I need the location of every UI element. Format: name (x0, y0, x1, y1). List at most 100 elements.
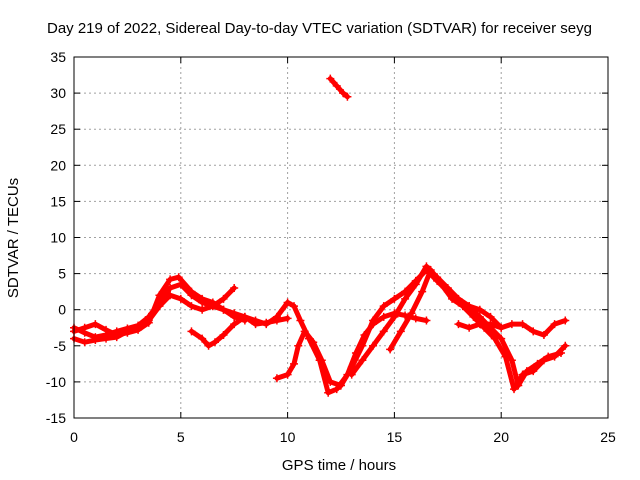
data-point (300, 327, 309, 336)
data-point (529, 367, 538, 376)
data-point (358, 341, 367, 350)
data-point (102, 325, 111, 334)
y-axis-label: SDTVAR / TECUs (5, 178, 22, 298)
data-point (208, 298, 217, 307)
y-tick-label: 5 (58, 266, 66, 282)
y-tick-label: 25 (50, 121, 66, 137)
data-point (251, 316, 260, 325)
data-point (166, 284, 175, 293)
data-point (426, 265, 435, 274)
data-point (290, 359, 299, 368)
data-point (317, 356, 326, 365)
data-point (465, 323, 474, 332)
data-point (539, 356, 548, 365)
data-point (448, 294, 457, 303)
data-point (369, 316, 378, 325)
data-point (347, 370, 356, 379)
data-point (80, 338, 89, 347)
x-tick-label: 20 (493, 429, 509, 445)
data-point (187, 327, 196, 336)
data-point (539, 330, 548, 339)
data-point (510, 385, 519, 394)
data-point (123, 328, 132, 337)
data-point (497, 323, 506, 332)
data-point (561, 341, 570, 350)
data-point (469, 312, 478, 321)
data-point (326, 377, 335, 386)
data-point (343, 92, 352, 101)
y-tick-label: -5 (54, 338, 67, 354)
data-point (176, 294, 185, 303)
data-point (187, 302, 196, 311)
x-tick-label: 10 (280, 429, 296, 445)
data-point (518, 370, 527, 379)
data-point (332, 81, 341, 90)
y-tick-label: 10 (50, 230, 66, 246)
data-point (144, 318, 153, 327)
y-tick-label: 0 (58, 302, 66, 318)
data-point (219, 294, 228, 303)
data-point (390, 294, 399, 303)
y-tick-label: 20 (50, 157, 66, 173)
data-point (198, 305, 207, 314)
data-point (529, 327, 538, 336)
data-point (112, 330, 121, 339)
data-point (401, 294, 410, 303)
data-point (407, 309, 416, 318)
data-point (296, 316, 305, 325)
data-point (326, 74, 335, 83)
data-point (230, 284, 239, 293)
data-point (507, 320, 516, 329)
data-point (369, 341, 378, 350)
data-point (390, 312, 399, 321)
data-point (309, 338, 318, 347)
data-point (272, 312, 281, 321)
y-tick-label: 35 (50, 49, 66, 65)
data-point (272, 374, 281, 383)
data-point (166, 275, 175, 284)
data-point (379, 302, 388, 311)
data-point (174, 273, 183, 282)
data-point (210, 338, 219, 347)
data-point (379, 312, 388, 321)
data-point (379, 327, 388, 336)
data-point (240, 312, 249, 321)
data-point (454, 320, 463, 329)
data-point (490, 334, 499, 343)
y-tick-label: 30 (50, 85, 66, 101)
data-point (198, 294, 207, 303)
y-tick-label: -10 (46, 374, 66, 390)
data-point (262, 320, 271, 329)
data-point (396, 327, 405, 336)
data-point (294, 341, 303, 350)
data-point (422, 262, 431, 271)
data-point (411, 314, 420, 323)
data-point (337, 381, 345, 390)
x-axis-label: GPS time / hours (282, 457, 396, 474)
data-point (550, 352, 559, 361)
data-point (422, 316, 431, 325)
data-point (501, 352, 510, 361)
plot-frame (73, 56, 609, 419)
data-point (358, 356, 367, 365)
series-seg6 (326, 74, 352, 101)
data-point (486, 320, 495, 329)
data-point (187, 287, 196, 296)
data-point (91, 336, 100, 345)
series-trace (327, 76, 350, 100)
data-point (283, 370, 292, 379)
x-tick-label: 0 (70, 429, 78, 445)
data-point (475, 305, 484, 314)
data-point (411, 280, 420, 289)
chart-title: Day 219 of 2022, Sidereal Day-to-day VTE… (47, 20, 592, 37)
data-point (486, 312, 495, 321)
data-point (102, 334, 111, 343)
data-point (204, 341, 213, 350)
data-point (219, 330, 228, 339)
data-point (339, 89, 348, 98)
data-point (518, 320, 527, 329)
data-point (219, 305, 228, 314)
data-point (134, 325, 143, 334)
data-point (230, 312, 239, 321)
